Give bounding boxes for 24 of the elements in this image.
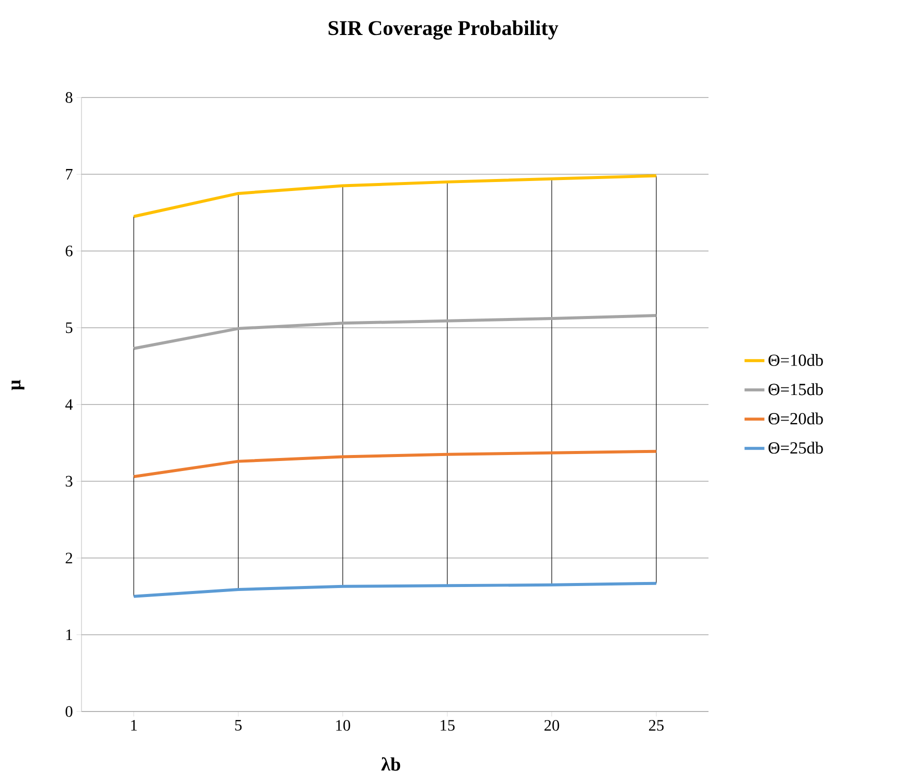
legend-label: Θ=25db	[768, 442, 823, 454]
x-tick-label: 15	[440, 720, 455, 731]
y-tick-label: 1	[66, 630, 72, 640]
y-tick-label: 3	[66, 476, 72, 487]
legend-label: Θ=20db	[768, 412, 823, 424]
y-tick-label: 7	[66, 169, 73, 180]
x-tick-label: 25	[648, 720, 664, 731]
x-tick-label: 5	[235, 720, 242, 731]
legend-label: Θ=15db	[768, 383, 823, 396]
legend-label: Θ=10db	[768, 354, 823, 366]
y-tick-label: 0	[66, 706, 72, 717]
x-tick-label: 10	[336, 720, 350, 731]
y-tick-label: 5	[66, 322, 72, 334]
chart-title: SIR Coverage Probability	[328, 20, 558, 40]
x-tick-label: 1	[131, 720, 137, 731]
y-tick-label: 6	[66, 246, 73, 256]
x-tick-label: 20	[544, 720, 560, 731]
y-tick-label: 8	[66, 92, 72, 103]
y-tick-label: 4	[65, 399, 73, 410]
y-tick-label: 2	[66, 552, 72, 564]
x-axis-title: λb	[381, 757, 400, 771]
y-axis-title: μ	[12, 380, 24, 390]
line-series	[132, 314, 658, 350]
line-series	[132, 582, 658, 598]
